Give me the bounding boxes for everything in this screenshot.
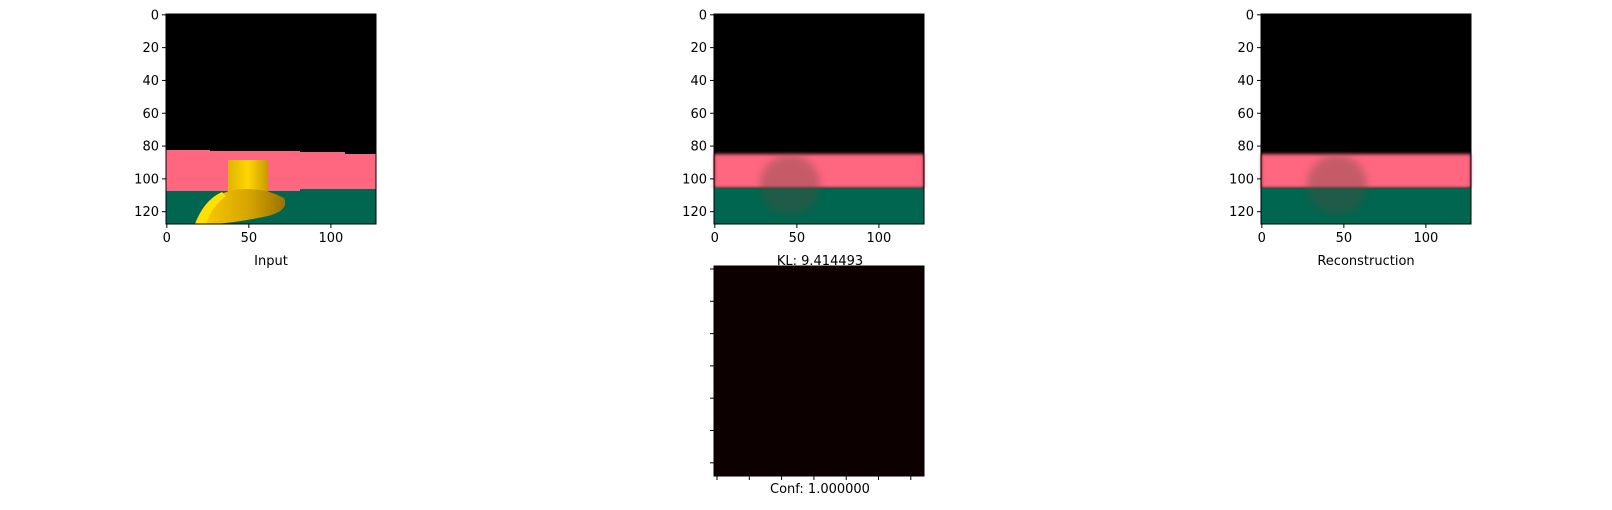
y-tick-label: 60	[1237, 107, 1254, 122]
y-tick-label: 60	[690, 107, 707, 122]
kl-x-axis: 0 50 100	[711, 224, 891, 246]
confidence-heatmap	[714, 266, 924, 476]
x-tick-label: 50	[789, 231, 806, 246]
kl-image	[714, 14, 924, 224]
x-tick-label: 0	[163, 231, 171, 246]
y-tick-label: 0	[1246, 8, 1254, 23]
reconstruction-image	[1261, 14, 1471, 224]
input-hat-brim-edge	[195, 192, 226, 224]
y-tick-label: 20	[690, 41, 707, 56]
confidence-axes-frame	[713, 265, 925, 477]
x-tick-label: 100	[1413, 231, 1438, 246]
kl-ghost-shape	[760, 155, 820, 215]
x-tick-label: 100	[318, 231, 343, 246]
input-image	[166, 14, 376, 224]
y-tick-label: 100	[682, 172, 707, 187]
y-tick-label: 0	[699, 8, 707, 23]
reconstruction-ghost-shape	[1307, 155, 1367, 215]
y-tick-label: 120	[682, 205, 707, 220]
confidence-ticks	[710, 268, 912, 480]
reconstruction-x-axis: 0 50 100	[1258, 224, 1438, 246]
x-tick-label: 100	[866, 231, 891, 246]
x-tick-label: 50	[241, 231, 258, 246]
x-tick-label: 0	[1258, 231, 1266, 246]
input-x-axis: 0 50 100	[163, 224, 343, 246]
reconstruction-y-axis: 0 20 40 60 80 100 120	[1229, 8, 1261, 220]
y-tick-label: 40	[142, 74, 159, 89]
kl-y-axis: 0 20 40 60 80 100 120	[682, 8, 714, 220]
y-tick-label: 80	[142, 140, 159, 155]
y-tick-label: 40	[1237, 74, 1254, 89]
y-tick-label: 0	[151, 8, 159, 23]
kl-xlabel: KL: 9.414493	[777, 254, 863, 269]
input-pink-band	[166, 150, 376, 191]
reconstruction-axes-frame	[1260, 13, 1472, 225]
input-xlabel: Input	[254, 254, 288, 269]
y-tick-label: 80	[1237, 140, 1254, 155]
reconstruction-xlabel: Reconstruction	[1317, 254, 1414, 269]
x-tick-label: 50	[1336, 231, 1353, 246]
confidence-xlabel: Conf: 1.000000	[770, 482, 870, 497]
input-axes-frame	[165, 13, 377, 225]
y-tick-label: 20	[142, 41, 159, 56]
y-tick-label: 120	[1229, 205, 1254, 220]
reconstruction-panel: 0 20 40 60 80 100 120 0 50 100 Reconstruction	[1229, 8, 1472, 269]
y-tick-label: 120	[134, 205, 159, 220]
reconstruction-green-band	[1261, 188, 1471, 224]
y-tick-label: 60	[142, 107, 159, 122]
y-tick-label: 20	[1237, 41, 1254, 56]
x-tick-label: 0	[711, 231, 719, 246]
confidence-panel: Conf: 1.000000	[710, 265, 925, 497]
input-y-axis: 0 20 40 60 80 100 120	[134, 8, 166, 220]
y-tick-label: 40	[690, 74, 707, 89]
y-tick-label: 100	[134, 172, 159, 187]
y-tick-label: 100	[1229, 172, 1254, 187]
input-panel: 0 20 40 60 80 100 120 0 50 100 Input	[134, 8, 377, 269]
kl-green-band	[714, 188, 924, 224]
y-tick-label: 80	[690, 140, 707, 155]
kl-axes-frame	[713, 13, 925, 225]
kl-panel: 0 20 40 60 80 100 120 0 50 100 KL: 9.414493	[682, 8, 925, 269]
